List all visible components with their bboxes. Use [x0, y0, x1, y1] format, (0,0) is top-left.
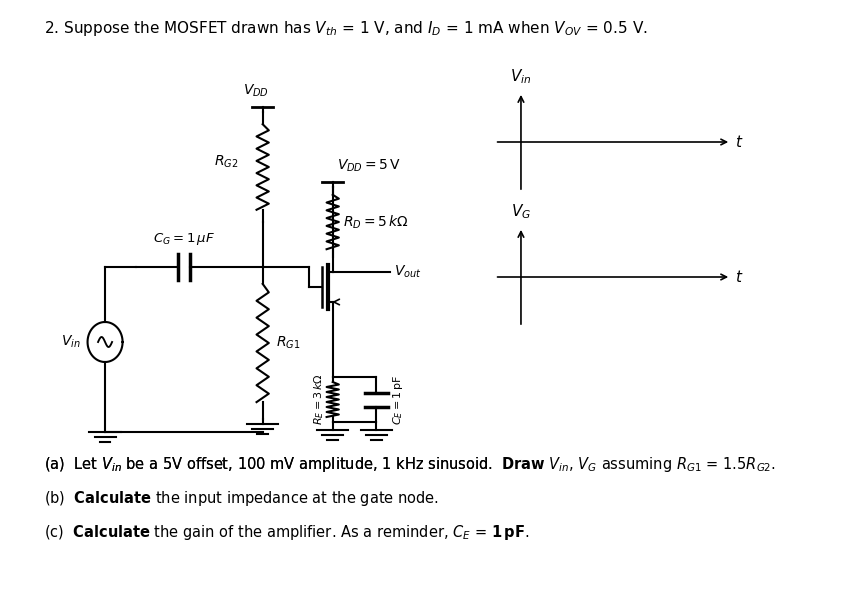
Text: 2. Suppose the MOSFET drawn has $V_{th}$ = 1 V, and $I_D$ = 1 mA when $V_{OV}$ =: 2. Suppose the MOSFET drawn has $V_{th}$… — [44, 19, 648, 38]
Text: $R_E = 3\,k\Omega$: $R_E = 3\,k\Omega$ — [313, 374, 327, 426]
Text: $R_D = 5\,k\Omega$: $R_D = 5\,k\Omega$ — [343, 213, 409, 230]
Text: (a)  Let $V_{in}$ be a 5V offset, 100 mV amplitude, 1 kHz sinusoid.  $\mathbf{Dr: (a) Let $V_{in}$ be a 5V offset, 100 mV … — [44, 455, 776, 474]
Text: $C_G = 1\,\mu F$: $C_G = 1\,\mu F$ — [153, 231, 215, 247]
Text: (a)  Let $V_{in}$ be a 5V offset, 100 mV amplitude, 1 kHz sinusoid.: (a) Let $V_{in}$ be a 5V offset, 100 mV … — [44, 455, 499, 474]
Text: (b)  $\mathbf{Calculate}$ the input impedance at the gate node.: (b) $\mathbf{Calculate}$ the input imped… — [44, 489, 439, 508]
Text: $V_G$: $V_G$ — [511, 202, 531, 221]
Text: $V_{in}$: $V_{in}$ — [61, 334, 81, 350]
Text: (c)  $\mathbf{Calculate}$ the gain of the amplifier. As a reminder, $C_E$ = $\ma: (c) $\mathbf{Calculate}$ the gain of the… — [44, 523, 529, 542]
Text: $R_{G1}$: $R_{G1}$ — [276, 335, 300, 351]
Text: $V_{DD} = 5\,\mathrm{V}$: $V_{DD} = 5\,\mathrm{V}$ — [337, 158, 401, 174]
Text: $R_{G2}$: $R_{G2}$ — [213, 154, 238, 170]
Text: $C_E = 1\,\mathrm{pF}$: $C_E = 1\,\mathrm{pF}$ — [391, 374, 405, 424]
Text: $t$: $t$ — [735, 269, 744, 285]
Text: $V_{DD}$: $V_{DD}$ — [243, 82, 269, 99]
Text: $V_{out}$: $V_{out}$ — [394, 264, 422, 280]
Text: $t$: $t$ — [735, 134, 744, 150]
Text: $V_{in}$: $V_{in}$ — [510, 67, 531, 86]
